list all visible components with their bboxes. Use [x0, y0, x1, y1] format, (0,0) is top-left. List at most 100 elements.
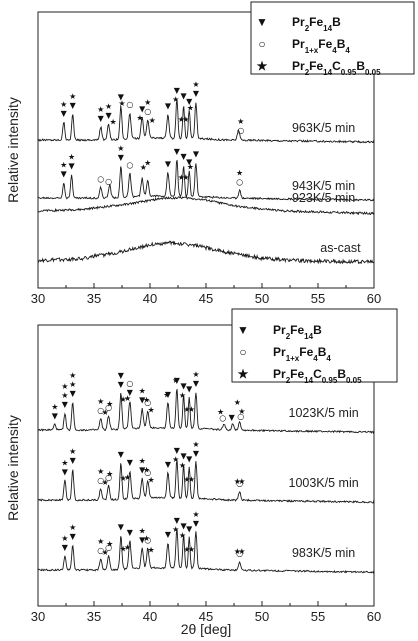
phase-marker: ▼: [186, 384, 193, 393]
top-legend: ▼ Pr2Fe14B ○ Pr1+xFe4B4 ★ Pr2Fe14C0.95B0.05: [250, 1, 415, 77]
x-tick-label: 40: [143, 609, 157, 624]
xrd-trace: [37, 529, 375, 574]
phase-marker: ★: [187, 103, 194, 112]
phase-marker: ★: [183, 475, 190, 484]
phase-marker: ★: [143, 534, 150, 543]
phase-marker: ★: [236, 168, 243, 177]
phase-marker: ▼: [186, 524, 193, 533]
phase-marker: ★: [61, 391, 68, 400]
phase-marker: ★: [68, 153, 75, 162]
phase-marker: ★: [188, 405, 195, 414]
phase-marker: ★: [172, 455, 179, 464]
phase-marker: ★: [143, 466, 150, 475]
phase-marker: ★: [118, 99, 125, 108]
x-tick-label: 50: [255, 609, 269, 624]
phase-marker: ★: [192, 80, 199, 89]
legend-symbol: ★: [257, 59, 268, 73]
phase-marker: ★: [97, 537, 104, 546]
phase-marker: ○: [144, 398, 151, 407]
phase-marker: ○: [236, 479, 243, 488]
phase-marker: ★: [117, 144, 124, 153]
phase-marker: ★: [188, 545, 195, 554]
phase-marker: ○: [97, 406, 104, 415]
xrd-trace: [37, 159, 375, 202]
phase-marker: ▼: [186, 157, 193, 166]
phase-marker: ★: [183, 405, 190, 414]
phase-marker: ▼: [118, 523, 125, 532]
phase-marker: ▼: [139, 396, 146, 405]
phase-marker: ○: [236, 549, 243, 558]
phase-marker: ★: [183, 545, 190, 554]
top-x-ticks: 30 35 40 45 50 55 60: [31, 283, 381, 306]
xrd-trace: [37, 240, 375, 265]
bottom-traces: 1023K/5 min★★★★★★★★★★★★▼○★★★★ ★★★★★ ★▼▼▼○ ○…: [37, 370, 375, 574]
xrd-trace: [37, 460, 375, 504]
phase-marker: ★: [179, 531, 186, 540]
legend-label: Pr2Fe14C0.95B0.05: [273, 367, 362, 385]
phase-marker: ★: [237, 117, 244, 126]
phase-marker: ★: [105, 102, 112, 111]
phase-marker: ▼: [118, 450, 125, 459]
phase-marker: ★: [139, 527, 146, 536]
phase-marker: ▼: [193, 519, 200, 528]
phase-marker: ○: [144, 468, 151, 477]
phase-marker: ▼: [193, 150, 200, 159]
x-tick-label: 35: [87, 291, 101, 306]
phase-marker: ▼: [139, 104, 146, 113]
phase-marker: ▼: [127, 388, 134, 397]
legend-label: Pr2Fe14C0.95B0.05: [292, 59, 381, 77]
legend-symbol: ★: [238, 367, 249, 381]
phase-marker: ▼: [165, 102, 172, 111]
phase-marker: ★: [234, 398, 241, 407]
top-legend-box: [250, 1, 415, 75]
phase-marker: ★: [120, 395, 127, 404]
phase-marker: ▼: [127, 458, 134, 467]
phase-marker: ▼: [174, 516, 181, 525]
phase-marker: ○: [126, 379, 133, 388]
phase-marker: ▼: [165, 390, 172, 399]
bottom-legend-box: [231, 308, 398, 383]
phase-marker: ○: [144, 535, 151, 544]
phase-marker: ▼: [186, 97, 193, 106]
phase-marker: ★: [140, 163, 147, 172]
phase-marker: ▼: [139, 536, 146, 545]
phase-marker: ★: [106, 539, 113, 548]
phase-marker: ▼: [165, 460, 172, 469]
x-tick-label: 55: [311, 291, 325, 306]
phase-marker: ★: [182, 173, 189, 182]
trace-label: 983K/5 min: [292, 546, 355, 560]
phase-marker: ★: [143, 396, 150, 405]
phase-marker: ▼: [186, 454, 193, 463]
phase-marker: ★: [124, 543, 131, 552]
phase-marker: ▼: [229, 413, 236, 422]
phase-marker: ▼: [70, 101, 77, 110]
phase-marker: ★: [69, 371, 76, 380]
x-tick-label: 30: [31, 609, 45, 624]
phase-marker: ○: [97, 476, 104, 485]
phase-marker: ○: [97, 175, 104, 184]
phase-marker: ★: [97, 467, 104, 476]
phase-marker: ▼: [98, 114, 105, 123]
phase-marker: ★: [148, 476, 155, 485]
phase-marker: ▼: [70, 532, 77, 541]
phase-marker: ▼: [118, 371, 125, 380]
phase-marker: ▼: [181, 522, 188, 531]
phase-marker: ★: [61, 534, 68, 543]
phase-marker: ★: [139, 457, 146, 466]
xrd-trace: [37, 388, 375, 434]
phase-marker: ▼: [174, 147, 181, 156]
phase-marker: ★: [61, 382, 68, 391]
top-panel: 30 35 40 45 50 55 60 Relative intensity 963K/5…: [5, 1, 415, 306]
phase-marker: ★: [60, 100, 67, 109]
phase-marker: ★: [217, 408, 224, 417]
phase-marker: ★: [51, 402, 58, 411]
phase-marker: ★: [69, 380, 76, 389]
phase-marker: ▼: [193, 89, 200, 98]
phase-marker: ★: [178, 173, 185, 182]
phase-marker: ★: [172, 376, 179, 385]
phase-marker: ★: [192, 370, 199, 379]
phase-marker: ★: [179, 461, 186, 470]
phase-marker: ★: [163, 391, 170, 400]
phase-marker: ▼: [181, 92, 188, 101]
phase-marker: ★: [188, 475, 195, 484]
